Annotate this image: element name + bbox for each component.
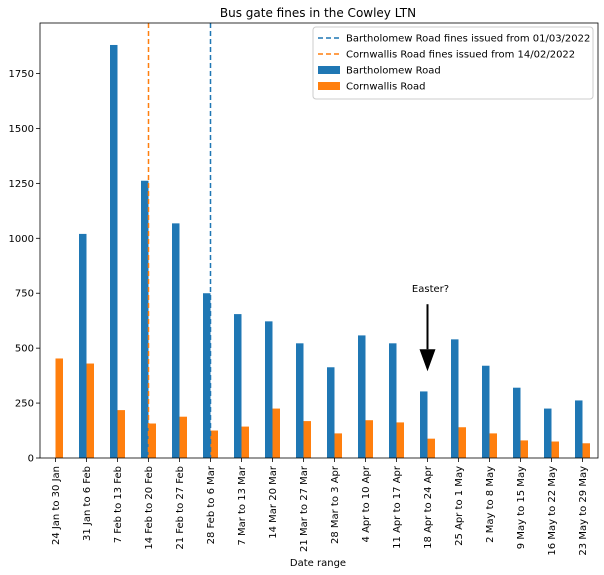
legend-label: Bartholomew Road fines issued from 01/03… <box>346 34 590 45</box>
bar-bartholomew-7 <box>265 321 273 458</box>
bar-cornwallis-2 <box>117 410 125 458</box>
x-tick-label: 23 May to 29 May <box>578 466 589 556</box>
x-tick-label: 28 Feb to 6 Mar <box>206 465 217 544</box>
x-tick-label: 18 Apr to 24 Apr <box>423 465 434 549</box>
x-tick-label: 9 May to 15 May <box>516 466 527 549</box>
annotation-text: Easter? <box>412 284 449 295</box>
legend: Bartholomew Road fines issued from 01/03… <box>312 26 594 100</box>
bar-bartholomew-12 <box>420 391 428 458</box>
bar-cornwallis-3 <box>148 423 156 458</box>
x-tick-label: 28 Mar to 3 Apr <box>330 465 341 544</box>
bar-bartholomew-5 <box>203 293 211 458</box>
bar-bartholomew-15 <box>513 387 521 458</box>
bar-cornwallis-14 <box>489 433 497 458</box>
bar-bartholomew-6 <box>234 314 242 458</box>
legend-box <box>312 26 594 100</box>
y-tick-label: 750 <box>15 289 34 300</box>
bar-cornwallis-16 <box>551 441 559 458</box>
axes: 0 250 500 750 1000 1250 1500 1750 24 Jan to 30 J… <box>9 22 599 556</box>
x-axis-title: Date range <box>290 558 346 569</box>
bar-cornwallis-0 <box>55 358 63 458</box>
bar-bartholomew-14 <box>482 365 490 458</box>
y-tick-label: 1000 <box>9 234 34 245</box>
x-tick-label: 24 Jan to 30 Jan <box>51 466 62 545</box>
x-tick-label: 7 Mar to 13 Mar <box>237 465 248 545</box>
bar-bartholomew-8 <box>296 343 304 458</box>
bar-cornwallis-5 <box>210 430 218 458</box>
legend-label: Cornwallis Road <box>346 82 426 93</box>
axes-frame <box>39 22 599 459</box>
x-tick-label: 14 Mar 20 Mar <box>268 465 279 539</box>
legend-patch-swatch <box>318 82 340 90</box>
x-tick-label: 21 Mar to 27 Mar <box>299 465 310 552</box>
x-tick-label: 4 Apr to 10 Apr <box>361 465 372 542</box>
bar-bartholomew-13 <box>451 339 459 458</box>
bar-bartholomew-16 <box>544 408 552 458</box>
bar-bartholomew-10 <box>358 335 366 458</box>
y-tick-label: 250 <box>15 399 34 410</box>
legend-label: Bartholomew Road <box>346 66 441 77</box>
bar-cornwallis-17 <box>582 443 590 458</box>
legend-label: Cornwallis Road fines issued from 14/02/… <box>346 50 575 61</box>
chart-title: Bus gate fines in the Cowley LTN <box>220 6 416 20</box>
bar-cornwallis-13 <box>458 427 466 458</box>
bar-cornwallis-6 <box>241 426 249 458</box>
bar-bartholomew-17 <box>575 400 583 458</box>
y-tick-label: 1750 <box>9 69 34 80</box>
y-tick-label: 0 <box>28 454 34 465</box>
bar-cornwallis-1 <box>86 363 94 458</box>
x-tick-label: 7 Feb to 13 Feb <box>113 466 124 543</box>
x-tick-label: 31 Jan to 6 Feb <box>82 466 93 541</box>
bar-cornwallis-15 <box>520 440 528 458</box>
bar-cornwallis-8 <box>303 421 311 458</box>
y-tick-label: 1500 <box>9 124 34 135</box>
x-tick-label: 14 Feb to 20 Feb <box>144 466 155 550</box>
bar-cornwallis-11 <box>396 422 404 458</box>
x-tick-label: 2 May to 8 May <box>485 466 496 543</box>
annotation-arrow-head <box>419 349 436 372</box>
bar-cornwallis-10 <box>365 420 373 458</box>
x-tick-label: 11 Apr to 17 Apr <box>392 465 403 549</box>
x-tick-label: 25 Apr to 1 May <box>454 466 465 546</box>
bar-cornwallis-7 <box>272 408 280 458</box>
bar-cornwallis-4 <box>179 416 187 458</box>
bar-cornwallis-12 <box>427 438 435 458</box>
bar-bartholomew-3 <box>141 180 149 459</box>
y-tick-label: 1250 <box>9 179 34 190</box>
legend-patch-swatch <box>318 66 340 74</box>
bar-cornwallis-9 <box>334 433 342 458</box>
bar-bartholomew-1 <box>79 233 87 458</box>
x-tick-label: 21 Feb to 27 Feb <box>175 466 186 550</box>
y-tick-label: 500 <box>15 344 34 355</box>
bar-bartholomew-9 <box>327 367 335 458</box>
bar-bartholomew-11 <box>389 343 397 458</box>
x-tick-label: 16 May to 22 May <box>547 466 558 556</box>
plot-area: Easter? <box>55 23 590 459</box>
bar-bartholomew-2 <box>110 44 118 458</box>
bar-bartholomew-4 <box>172 223 180 458</box>
